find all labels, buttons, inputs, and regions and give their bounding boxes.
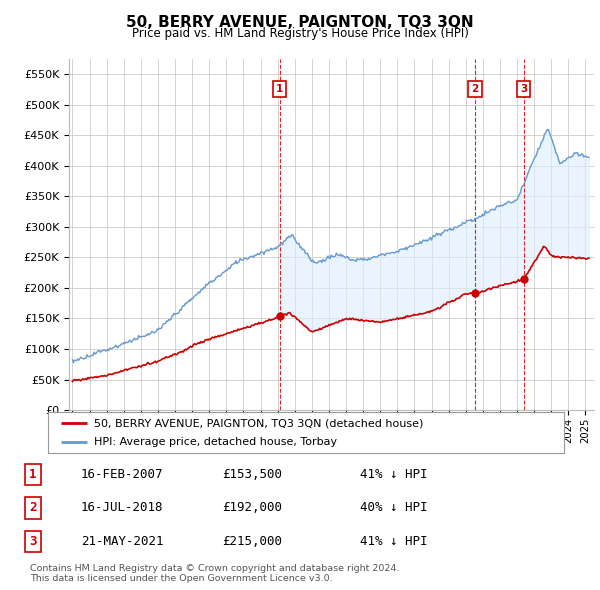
Text: 16-JUL-2018: 16-JUL-2018 [81,502,163,514]
Text: £153,500: £153,500 [222,468,282,481]
Text: 3: 3 [29,535,37,548]
Text: 16-FEB-2007: 16-FEB-2007 [81,468,163,481]
Text: 41% ↓ HPI: 41% ↓ HPI [360,468,427,481]
Text: 50, BERRY AVENUE, PAIGNTON, TQ3 3QN: 50, BERRY AVENUE, PAIGNTON, TQ3 3QN [126,15,474,30]
Text: £192,000: £192,000 [222,502,282,514]
Text: £215,000: £215,000 [222,535,282,548]
Text: 1: 1 [276,84,283,94]
Text: 1: 1 [29,468,37,481]
Text: Price paid vs. HM Land Registry's House Price Index (HPI): Price paid vs. HM Land Registry's House … [131,27,469,40]
Text: 2: 2 [29,502,37,514]
Text: 21-MAY-2021: 21-MAY-2021 [81,535,163,548]
Text: Contains HM Land Registry data © Crown copyright and database right 2024.
This d: Contains HM Land Registry data © Crown c… [30,564,400,584]
Text: 40% ↓ HPI: 40% ↓ HPI [360,502,427,514]
Text: 41% ↓ HPI: 41% ↓ HPI [360,535,427,548]
Text: HPI: Average price, detached house, Torbay: HPI: Average price, detached house, Torb… [94,437,338,447]
Text: 50, BERRY AVENUE, PAIGNTON, TQ3 3QN (detached house): 50, BERRY AVENUE, PAIGNTON, TQ3 3QN (det… [94,418,424,428]
Text: 2: 2 [472,84,479,94]
Text: 3: 3 [520,84,527,94]
